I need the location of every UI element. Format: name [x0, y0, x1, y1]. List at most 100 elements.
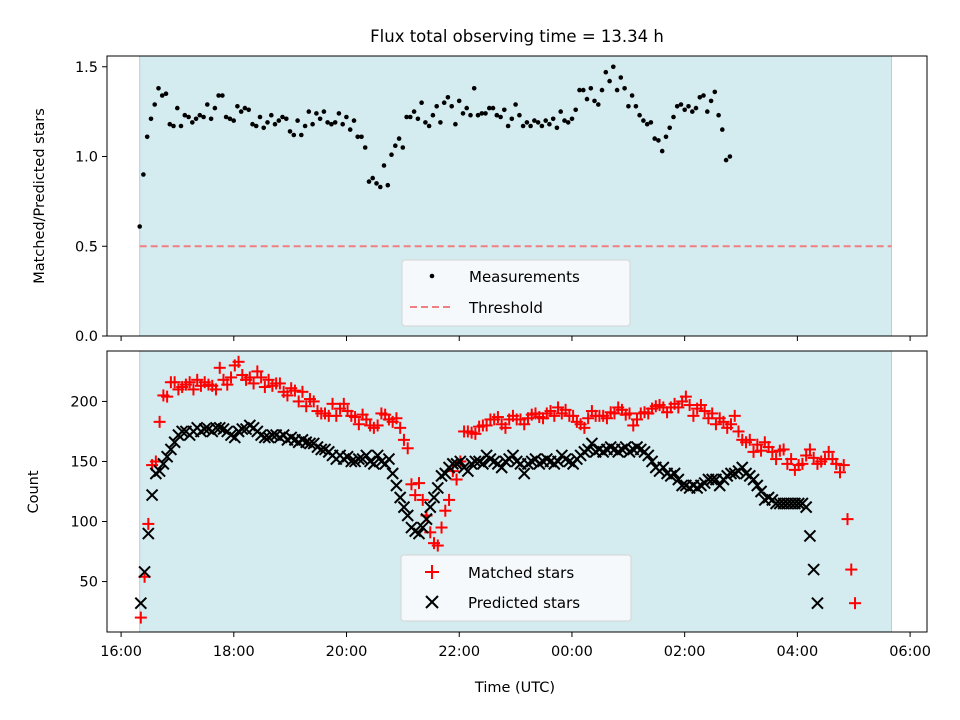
matched-star-point [683, 399, 696, 412]
matched-star-point [548, 409, 561, 422]
measurement-point [479, 111, 485, 116]
measurement-point [652, 136, 657, 141]
measurement-point [498, 114, 503, 120]
measurement-point [678, 102, 684, 107]
predicted-legend-label: Predicted stars [468, 594, 580, 612]
measurement-point [381, 163, 387, 168]
measurement-point [227, 116, 233, 122]
predicted-star-point [439, 467, 452, 480]
matched-star-point [394, 421, 407, 434]
measurement-point [648, 120, 654, 125]
x-tick-label: 06:00 [889, 644, 931, 660]
matched-star-point [213, 361, 226, 374]
predicted-star-point [675, 479, 689, 492]
measurement-point [475, 112, 481, 118]
measurement-point [644, 121, 650, 127]
measurement-point [705, 109, 710, 114]
predicted-star-point [642, 449, 655, 462]
measurement-point [629, 93, 635, 98]
measurement-point [355, 134, 361, 140]
ratio-panel-frame [106, 55, 928, 337]
measurement-point [434, 104, 440, 109]
matched-star-point [785, 453, 798, 466]
count-y-axis: 50 100 150 200 [70, 394, 107, 591]
predicted-star-point [713, 479, 726, 492]
predicted-star-point [390, 479, 403, 492]
predicted-star-point [751, 479, 764, 492]
x-tick-label: 20:00 [326, 644, 368, 660]
measurement-point [723, 157, 729, 163]
measurement-point [502, 107, 507, 113]
measurement-point [667, 125, 672, 131]
matched-star-point [443, 493, 456, 506]
matched-star-point [349, 411, 362, 424]
predicted-star-point [303, 437, 317, 450]
count-panel-frame [106, 350, 928, 633]
predicted-star-point [367, 457, 381, 471]
measurement-point [513, 102, 518, 107]
measurement-point [374, 181, 379, 186]
matched-star-point [777, 443, 790, 456]
measurement-point [565, 120, 571, 125]
matched-star-point [330, 409, 343, 422]
measurement-point [720, 127, 725, 132]
measurement-point [426, 123, 432, 129]
measurement-point [329, 121, 334, 127]
matched-star-point [371, 419, 384, 432]
predicted-star-point [424, 500, 437, 514]
measurement-point [528, 123, 533, 129]
measurement-point [366, 179, 372, 184]
predicted-star-point [175, 425, 189, 438]
measurement-point [238, 109, 244, 114]
measurement-point [280, 114, 285, 120]
measurement-point [419, 100, 424, 105]
measurement-point [682, 107, 687, 113]
x-tick-label: 22:00 [438, 644, 480, 660]
matched-star-point [412, 477, 425, 490]
matched-star-point [480, 419, 493, 432]
ratio-y-tick-label: 0.5 [75, 239, 98, 255]
measurement-point [299, 132, 304, 138]
matched-star-point [360, 413, 373, 426]
matched-star-point [698, 405, 711, 418]
measurement-point [325, 120, 330, 125]
matched-star-point [161, 390, 174, 403]
measurement-point [712, 89, 718, 95]
predicted-star-point [799, 500, 813, 514]
measurement-point [344, 114, 349, 120]
measurement-point [562, 118, 567, 123]
measurement-point [487, 105, 492, 111]
measurement-point [287, 129, 293, 134]
matched-star-point [258, 381, 271, 394]
predicted-star-point [236, 422, 249, 436]
measurement-point [505, 123, 511, 129]
measurement-point [554, 125, 560, 131]
predicted-star-point [315, 443, 328, 456]
x-axis-label: Time (UTC) [474, 680, 555, 696]
measurement-point [332, 120, 338, 125]
predicted-star-point [551, 455, 565, 468]
matched-star-point [187, 383, 200, 396]
predicted-star-point [811, 596, 824, 610]
matched-star-point [431, 539, 444, 552]
matched-star-point [552, 401, 565, 414]
matched-star-point [255, 371, 268, 384]
measurement-point [257, 114, 263, 120]
matched-star-point [559, 403, 572, 416]
matched-star-point [307, 395, 320, 408]
matched-star-point [830, 457, 843, 470]
matched-star-point [273, 377, 286, 390]
measurement-point [697, 95, 703, 100]
measurement-point [186, 114, 191, 120]
predicted-star-points [134, 419, 824, 610]
measurement-point [532, 118, 537, 123]
predicted-star-point [645, 455, 659, 468]
matched-star-point [631, 413, 644, 426]
matched-star-point [221, 378, 234, 391]
ratio-y-tick-label: 0.0 [75, 329, 98, 345]
matched-star-point [251, 365, 264, 378]
x-tick-label: 18:00 [213, 644, 255, 660]
matched-star-point [608, 407, 621, 420]
predicted-star-point [427, 491, 441, 504]
count-y-tick-label: 50 [80, 575, 98, 591]
